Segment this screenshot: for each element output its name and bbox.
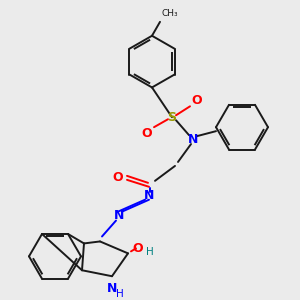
Text: H: H bbox=[146, 248, 154, 257]
Text: O: O bbox=[192, 94, 202, 107]
Text: CH₃: CH₃ bbox=[162, 9, 178, 18]
Text: O: O bbox=[142, 127, 152, 140]
Text: S: S bbox=[167, 111, 176, 124]
Text: N: N bbox=[188, 133, 198, 146]
Text: N: N bbox=[144, 189, 154, 202]
Text: O: O bbox=[133, 242, 143, 255]
Text: N: N bbox=[114, 209, 124, 222]
Text: N: N bbox=[107, 282, 117, 295]
Text: O: O bbox=[113, 171, 123, 184]
Text: H: H bbox=[116, 289, 124, 299]
